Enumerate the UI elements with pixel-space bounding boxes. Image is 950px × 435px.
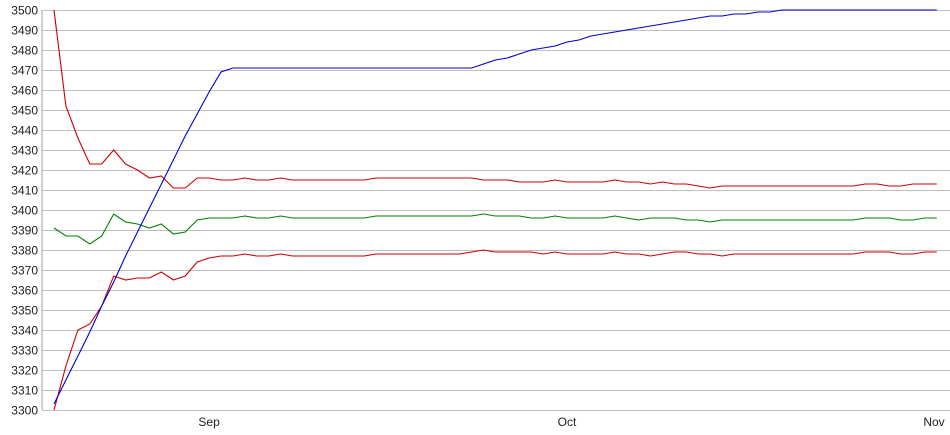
series-line-2 [53,249,937,411]
y-tick-label: 3400 [11,204,38,218]
x-tick-label: Nov [923,415,944,429]
y-tick-label: 3360 [11,284,38,298]
y-tick-label: 3430 [11,144,38,158]
y-tick-label: 3500 [11,4,38,18]
gridlines [41,10,950,411]
x-tick-label: Sep [198,415,220,429]
y-tick-label: 3380 [11,244,38,258]
y-tick-label: 3350 [11,304,38,318]
y-tick-label: 3410 [11,184,38,198]
series-line-0 [53,9,937,189]
x-axis: Sep Oct Nov [198,415,944,429]
series-line-3 [53,9,937,405]
y-tick-label: 3370 [11,264,38,278]
x-tick-label: Oct [558,415,577,429]
y-tick-label: 3390 [11,224,38,238]
y-tick-label: 3460 [11,84,38,98]
series-line-1 [53,213,937,245]
y-tick-label: 3480 [11,44,38,58]
y-tick-label: 3420 [11,164,38,178]
series-lines [53,9,937,411]
y-tick-label: 3320 [11,364,38,378]
y-tick-label: 3440 [11,124,38,138]
y-tick-label: 3470 [11,64,38,78]
y-tick-label: 3340 [11,324,38,338]
y-tick-label: 3490 [11,24,38,38]
y-tick-label: 3300 [11,404,38,418]
y-axis: 3300 3310 3320 3330 3340 3350 3360 3370 3380 3390… [11,4,38,418]
y-tick-label: 3330 [11,344,38,358]
y-tick-label: 3310 [11,384,38,398]
y-tick-label: 3450 [11,104,38,118]
